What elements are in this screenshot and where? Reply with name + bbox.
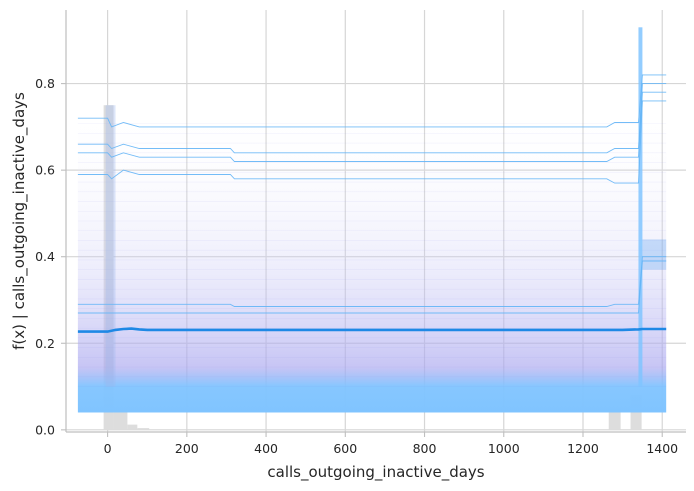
x-tick-label: 1400 <box>646 441 678 456</box>
y-tick-label: 0.6 <box>35 163 55 178</box>
x-tick-label: 600 <box>333 441 357 456</box>
ice-line <box>77 74 667 128</box>
x-tick-label: 0 <box>104 441 112 456</box>
histogram-bar <box>127 424 138 430</box>
ice-band <box>77 27 667 413</box>
ice-line <box>77 83 667 154</box>
y-tick-label: 0.4 <box>35 249 55 264</box>
y-tick-label: 0.8 <box>35 76 55 91</box>
y-tick-label: 0.2 <box>35 336 55 351</box>
x-tick-label: 800 <box>413 441 437 456</box>
ice-jump <box>638 27 643 387</box>
ice-left-cluster <box>105 105 116 387</box>
ice-line <box>77 256 667 307</box>
y-ticks: 0.0 0.2 0.4 0.6 0.8 <box>35 76 66 437</box>
histogram-bar <box>113 412 128 430</box>
ice-line <box>77 91 667 162</box>
x-tick-label: 400 <box>254 441 278 456</box>
x-tick-label: 1200 <box>567 441 599 456</box>
y-tick-label: 0.0 <box>35 422 55 437</box>
ice-line <box>77 260 667 314</box>
x-ticks: 0 200 400 600 800 1000 1200 1400 <box>104 432 678 456</box>
x-axis-label: calls_outgoing_inactive_days <box>267 463 484 482</box>
x-tick-label: 1000 <box>488 441 520 456</box>
y-axis-label: f(x) | calls_outgoing_inactive_days <box>10 92 29 350</box>
ice-lines <box>77 74 667 333</box>
ice-band-fill <box>77 107 667 413</box>
ice-line <box>77 100 667 184</box>
histogram-bar <box>608 408 621 430</box>
ice-jump-cluster <box>642 239 667 270</box>
average-line <box>77 327 667 333</box>
histogram-bar <box>137 428 150 430</box>
x-tick-label: 200 <box>175 441 199 456</box>
